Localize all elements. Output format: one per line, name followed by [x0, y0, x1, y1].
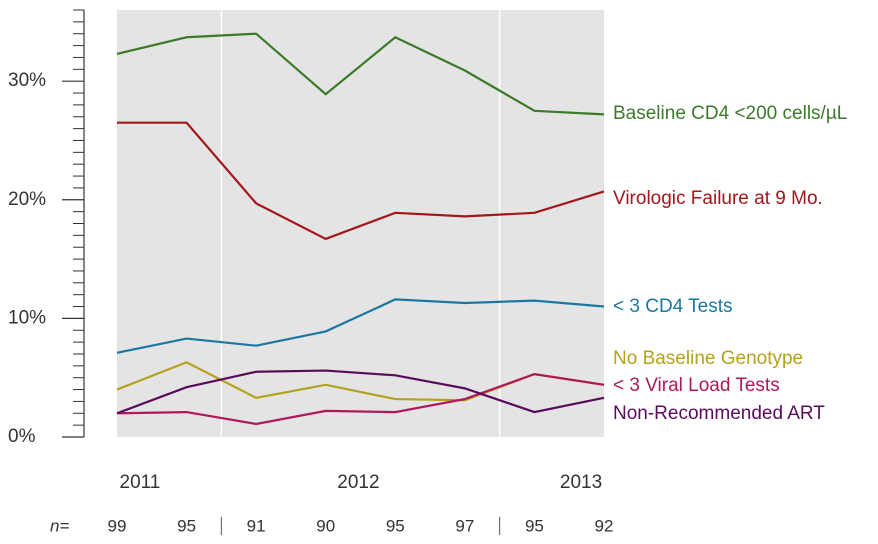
y-tick-label: 20% [8, 189, 46, 210]
n-count: 95 [525, 516, 544, 535]
series-label: No Baseline Genotype [613, 348, 803, 369]
series-label: < 3 Viral Load Tests [613, 375, 780, 396]
n-count: 95 [386, 516, 405, 535]
n-count: 90 [316, 516, 335, 535]
series-line [117, 121, 605, 241]
series-line [116, 298, 605, 354]
series-label: Baseline CD4 <200 cells/µL [613, 103, 847, 124]
series-label: < 3 CD4 Tests [613, 296, 733, 317]
x-tick-label: 2012 [337, 472, 379, 493]
x-tick-label: 2011 [120, 472, 161, 493]
y-tick-label: 30% [8, 70, 46, 91]
y-tick-label: 0% [8, 426, 36, 447]
series-label: Virologic Failure at 9 Mo. [613, 188, 823, 209]
plot-background [117, 10, 604, 437]
series-label: Non-Recommended ART [613, 403, 825, 424]
n-label: n= [50, 516, 69, 535]
series-line [116, 369, 605, 415]
series-line [116, 373, 605, 426]
n-count: 97 [455, 516, 474, 535]
n-count: 95 [177, 516, 196, 535]
n-count: 92 [595, 516, 614, 535]
series-line [116, 32, 605, 116]
x-tick-label: 2013 [560, 472, 602, 493]
n-count: 99 [108, 516, 127, 535]
y-tick-label: 10% [8, 307, 46, 328]
n-count: 91 [247, 516, 266, 535]
